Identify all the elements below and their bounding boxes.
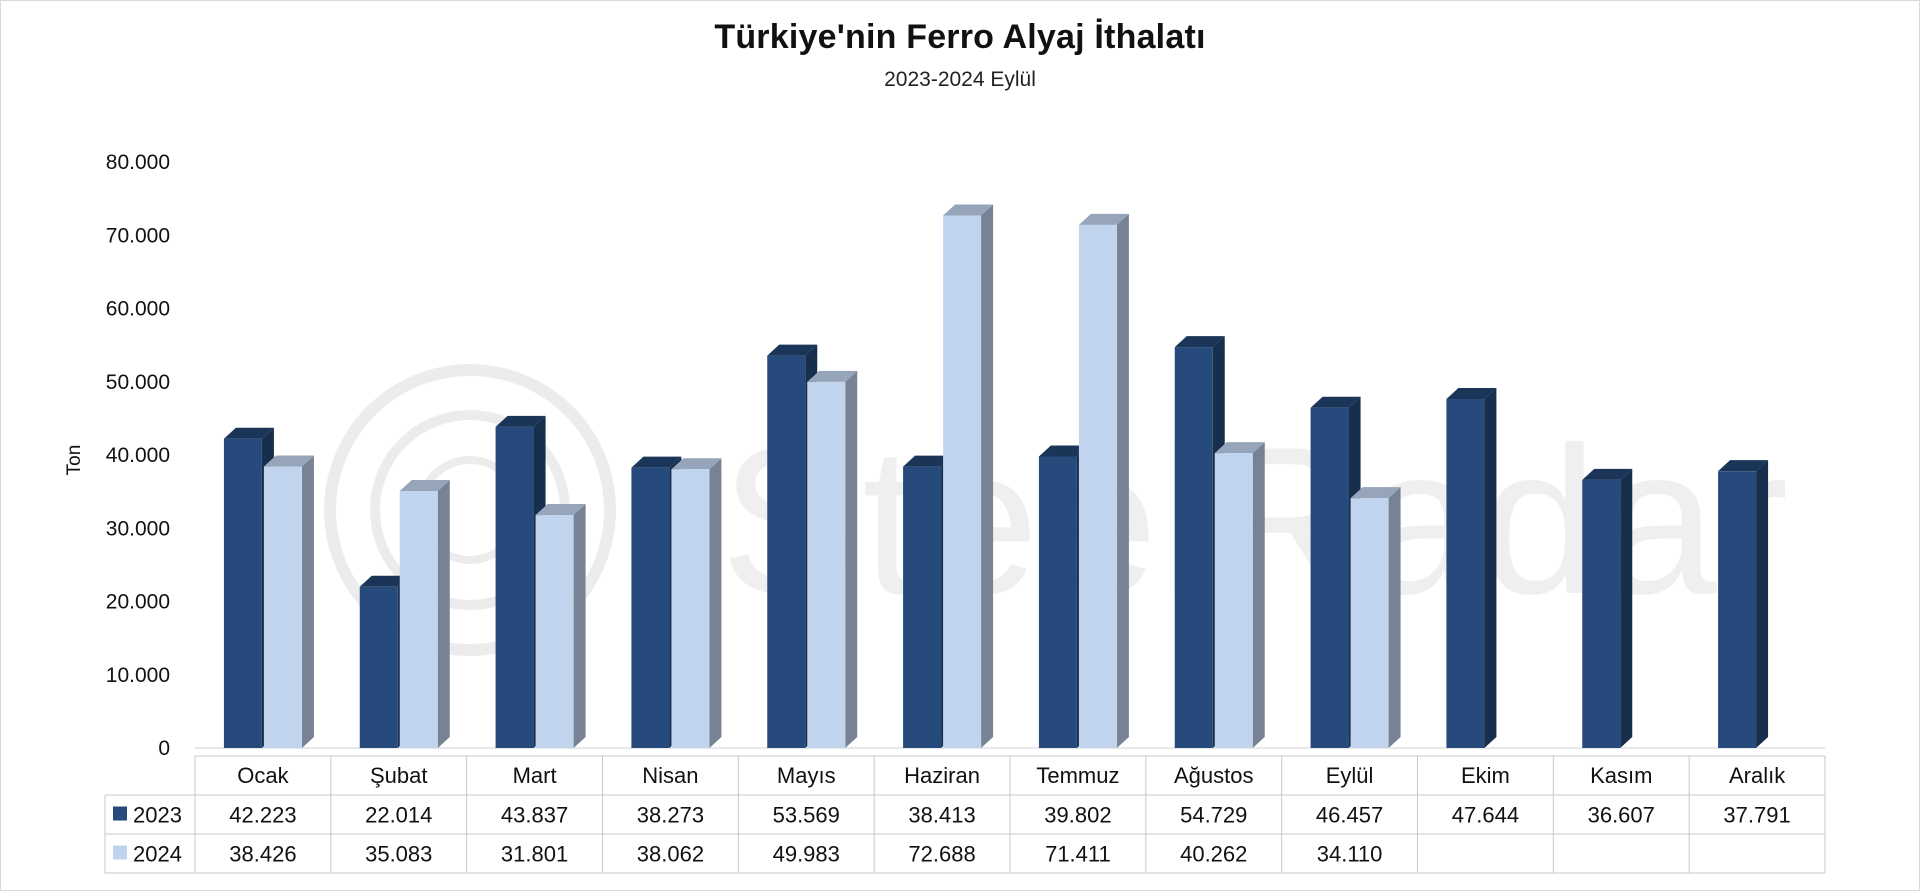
- chart-title: Türkiye'nin Ferro Alyaj İthalatı: [714, 18, 1206, 56]
- legend-label-2024: 2024: [133, 842, 182, 867]
- data-label-2024-Ocak: 38.426: [229, 842, 296, 867]
- x-tick-label: Aralık: [1729, 763, 1786, 788]
- x-tick-label: Kasım: [1590, 763, 1652, 788]
- data-label-2024-Mart: 31.801: [501, 842, 568, 867]
- data-label-2024-Eylül: 34.110: [1317, 842, 1383, 867]
- y-tick-label: 10.000: [106, 664, 170, 687]
- y-axis-title: Ton: [64, 445, 85, 476]
- bar-2024-Temmuz: [1078, 213, 1129, 748]
- data-label-2024-Şubat: 35.083: [365, 842, 432, 867]
- x-tick-label: Temmuz: [1036, 763, 1119, 788]
- bar-2024-Ağustos: [1214, 442, 1265, 748]
- x-tick-label: Eylül: [1326, 763, 1374, 788]
- data-label-2023-Eylül: 46.457: [1316, 803, 1383, 828]
- y-tick-label: 50.000: [106, 371, 170, 394]
- data-label-2024-Mayıs: 49.983: [773, 842, 840, 867]
- data-label-2024-Ağustos: 40.262: [1180, 842, 1247, 867]
- data-label-2023-Mart: 43.837: [501, 803, 568, 828]
- data-label-2023-Ekim: 47.644: [1452, 803, 1519, 828]
- legend-label-2023: 2023: [133, 803, 182, 828]
- bar-2024-Eylül: [1350, 487, 1401, 748]
- data-label-2023-Şubat: 22.014: [365, 803, 432, 828]
- data-label-2023-Temmuz: 39.802: [1044, 803, 1111, 828]
- bar-2024-Ocak: [263, 455, 314, 748]
- bar-2023-Kasım: [1582, 468, 1633, 748]
- data-label-2023-Kasım: 36.607: [1588, 803, 1655, 828]
- y-tick-label: 40.000: [106, 444, 170, 467]
- x-tick-label: Mayıs: [777, 763, 836, 788]
- bar-2024-Şubat: [399, 480, 450, 748]
- bar-2023-Ekim: [1446, 388, 1497, 748]
- data-label-2023-Nisan: 38.273: [637, 803, 704, 828]
- bar-2023-Aralık: [1718, 460, 1769, 748]
- bar-2024-Mayıs: [807, 370, 858, 748]
- y-tick-label: 60.000: [106, 298, 170, 321]
- x-tick-label: Şubat: [370, 763, 428, 788]
- bar-2024-Nisan: [671, 458, 722, 748]
- data-label-2023-Mayıs: 53.569: [773, 803, 840, 828]
- data-label-2023-Haziran: 38.413: [908, 803, 975, 828]
- chart-subtitle: 2023-2024 Eylül: [884, 68, 1036, 91]
- data-label-2024-Haziran: 72.688: [908, 842, 975, 867]
- legend-key-2023: [113, 806, 127, 821]
- x-tick-label: Haziran: [904, 763, 980, 788]
- x-tick-label: Ocak: [237, 763, 289, 788]
- y-tick-label: 70.000: [106, 224, 170, 247]
- data-label-2023-Aralık: 37.791: [1723, 803, 1790, 828]
- data-label-2023-Ocak: 42.223: [229, 803, 296, 828]
- bar-2024-Haziran: [943, 204, 994, 748]
- y-tick-label: 80.000: [106, 151, 170, 174]
- x-tick-label: Nisan: [642, 763, 698, 788]
- y-tick-label: 0: [158, 737, 170, 760]
- bar-2024-Mart: [535, 504, 586, 748]
- data-label-2023-Ağustos: 54.729: [1180, 803, 1247, 828]
- y-tick-label: 20.000: [106, 591, 170, 614]
- y-tick-label: 30.000: [106, 517, 170, 540]
- data-label-2024-Temmuz: 71.411: [1045, 842, 1111, 867]
- legend-key-2024: [113, 845, 127, 860]
- x-tick-label: Ağustos: [1174, 763, 1254, 788]
- data-label-2024-Nisan: 38.062: [637, 842, 704, 867]
- x-tick-label: Ekim: [1461, 763, 1510, 788]
- x-tick-label: Mart: [513, 763, 557, 788]
